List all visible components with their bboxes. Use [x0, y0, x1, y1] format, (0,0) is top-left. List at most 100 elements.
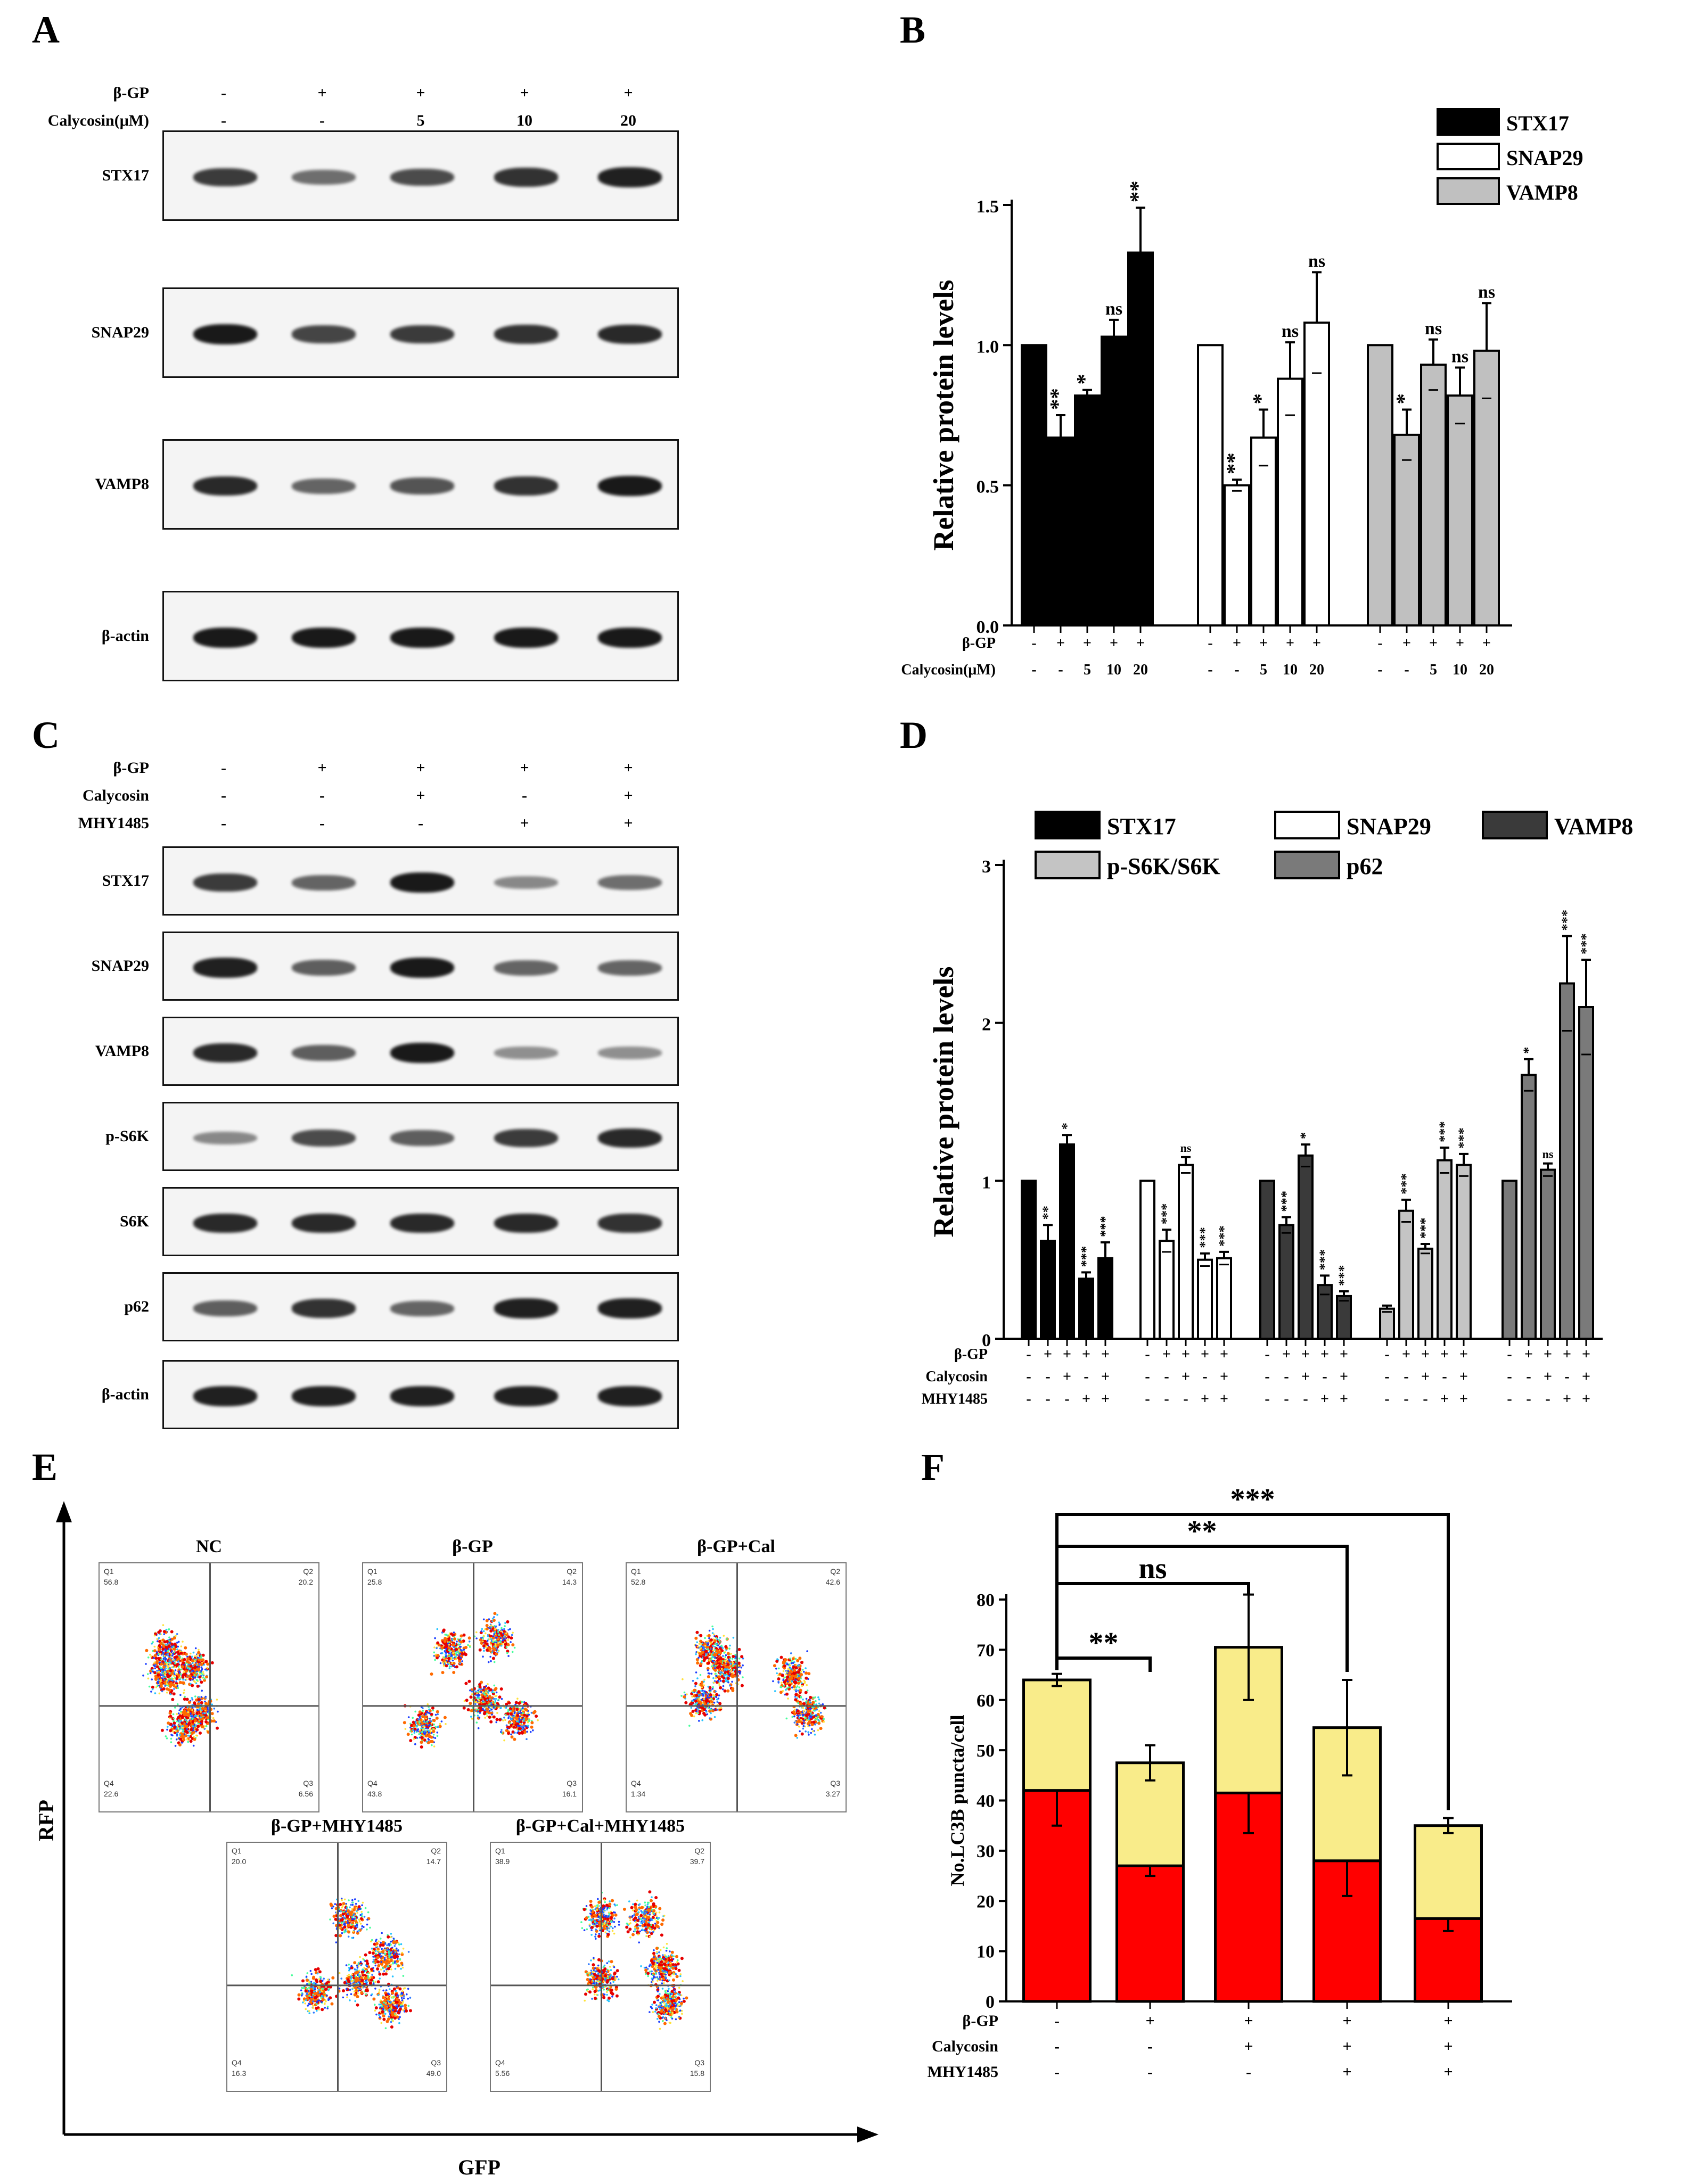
- bar: [1040, 1240, 1056, 1340]
- protein-band: [598, 627, 662, 648]
- bar: [1502, 1180, 1517, 1340]
- x-condition-value: +: [1342, 2038, 1351, 2055]
- x-condition-value: -: [1526, 1369, 1531, 1385]
- legend-swatch: [1035, 851, 1101, 879]
- protein-band: [390, 325, 454, 344]
- x-condition-value: +: [1582, 1346, 1590, 1363]
- y-tick-label: 0.0: [977, 617, 999, 637]
- x-condition-value: +: [1563, 1391, 1571, 1407]
- x-condition-value: +: [1421, 1346, 1430, 1363]
- quadrant-value: 49.0: [426, 2069, 441, 2078]
- x-condition-value: -: [1265, 1369, 1269, 1385]
- x-condition-value: +: [1459, 1391, 1468, 1407]
- quadrant-value: 25.8: [367, 1578, 382, 1586]
- blot-membrane: [162, 1272, 679, 1341]
- condition-value: 5: [416, 112, 425, 129]
- x-condition-value: +: [1524, 1346, 1533, 1363]
- x-condition-value: +: [1259, 635, 1268, 652]
- blot-membrane: [162, 1017, 679, 1086]
- y-tick-label: 60: [977, 1691, 995, 1711]
- protein-band: [390, 627, 454, 648]
- x-condition-value: +: [1320, 1391, 1329, 1407]
- blot-label: β-actin: [101, 627, 149, 645]
- y-tick-label: 30: [977, 1842, 995, 1861]
- x-condition-value: -: [1404, 1369, 1408, 1385]
- x-condition-value: +: [1340, 1391, 1348, 1407]
- condition-value: +: [317, 759, 327, 777]
- bar: [1259, 1180, 1275, 1340]
- x-condition-value: +: [1301, 1346, 1310, 1363]
- significance-label: **: [1187, 1515, 1217, 1548]
- y-tick-label: 70: [977, 1641, 995, 1660]
- protein-band: [292, 959, 356, 976]
- x-condition-value: -: [1045, 1369, 1050, 1385]
- x-condition-value: +: [1101, 1391, 1110, 1407]
- significance-mark: ***: [1078, 1246, 1094, 1267]
- legend-swatch: [1437, 108, 1500, 136]
- x-condition-value: 20: [1479, 662, 1494, 678]
- protein-band: [494, 476, 558, 496]
- significance-mark: **: [1039, 1206, 1055, 1219]
- x-condition-value: -: [1026, 1346, 1031, 1363]
- x-condition-value: +: [1181, 1369, 1190, 1385]
- x-condition-value: -: [1064, 1391, 1069, 1407]
- bar: [1317, 1284, 1333, 1340]
- blot-label: S6K: [119, 1213, 149, 1230]
- significance-mark: ***: [1278, 1191, 1294, 1212]
- stacked-bar-segment: [1414, 1917, 1483, 2003]
- x-condition-value: +: [1162, 1346, 1171, 1363]
- blot-membrane: [162, 591, 679, 681]
- blot-label: p-S6K: [105, 1127, 149, 1145]
- protein-band: [390, 1300, 454, 1316]
- x-condition-value: +: [1402, 635, 1411, 652]
- x-condition-value: +: [1320, 1346, 1329, 1363]
- x-condition-value: +: [1342, 2063, 1351, 2081]
- quadrant-value: 42.6: [825, 1578, 840, 1586]
- protein-band: [193, 1386, 257, 1406]
- significance-mark: ***: [1097, 1216, 1113, 1237]
- significance-bracket: [1055, 1582, 1250, 1670]
- x-condition-value: +: [1544, 1346, 1552, 1363]
- blot-membrane: [162, 846, 679, 916]
- protein-band: [494, 960, 558, 976]
- legend-label: VAMP8: [1506, 180, 1578, 204]
- protein-band: [390, 1213, 454, 1233]
- x-condition-value: -: [1377, 635, 1382, 652]
- significance-label: **: [1089, 1627, 1119, 1660]
- y-axis-label: Relative protein levels: [928, 280, 959, 551]
- quadrant-value: 3.27: [825, 1790, 840, 1798]
- quadrant-label: Q1: [495, 1847, 505, 1855]
- y-tick-label: 1.5: [977, 197, 999, 217]
- protein-band: [494, 325, 558, 344]
- x-condition-value: -: [1526, 1391, 1531, 1407]
- condition-value: +: [520, 84, 529, 102]
- quadrant-label: Q3: [567, 1779, 577, 1787]
- x-condition-value: -: [1164, 1369, 1169, 1385]
- x-condition-value: -: [1054, 2038, 1060, 2055]
- protein-band: [292, 478, 356, 494]
- protein-band: [494, 627, 558, 648]
- significance-mark: ns: [1425, 319, 1442, 339]
- x-condition-value: +: [1301, 1369, 1310, 1385]
- bar: [1420, 364, 1447, 627]
- x-condition-value: +: [1459, 1369, 1468, 1385]
- x-condition-value: 5: [1430, 662, 1437, 678]
- condition-value: +: [416, 759, 425, 777]
- protein-band: [292, 627, 356, 648]
- quadrant-label: Q4: [232, 2058, 242, 2067]
- protein-band: [193, 168, 257, 187]
- x-condition-value: -: [1265, 1346, 1269, 1363]
- x-condition-value: -: [1031, 635, 1036, 652]
- x-condition-value: -: [1545, 1391, 1550, 1407]
- x-condition-value: +: [1044, 1346, 1052, 1363]
- x-condition-value: +: [1056, 635, 1065, 652]
- protein-band: [598, 167, 662, 187]
- bar: [1417, 1247, 1433, 1340]
- quadrant-label: Q4: [104, 1779, 114, 1787]
- bar: [1074, 394, 1101, 627]
- condition-value: +: [416, 84, 425, 102]
- quadrant-label: Q2: [830, 1567, 840, 1576]
- x-condition-value: +: [1456, 635, 1464, 652]
